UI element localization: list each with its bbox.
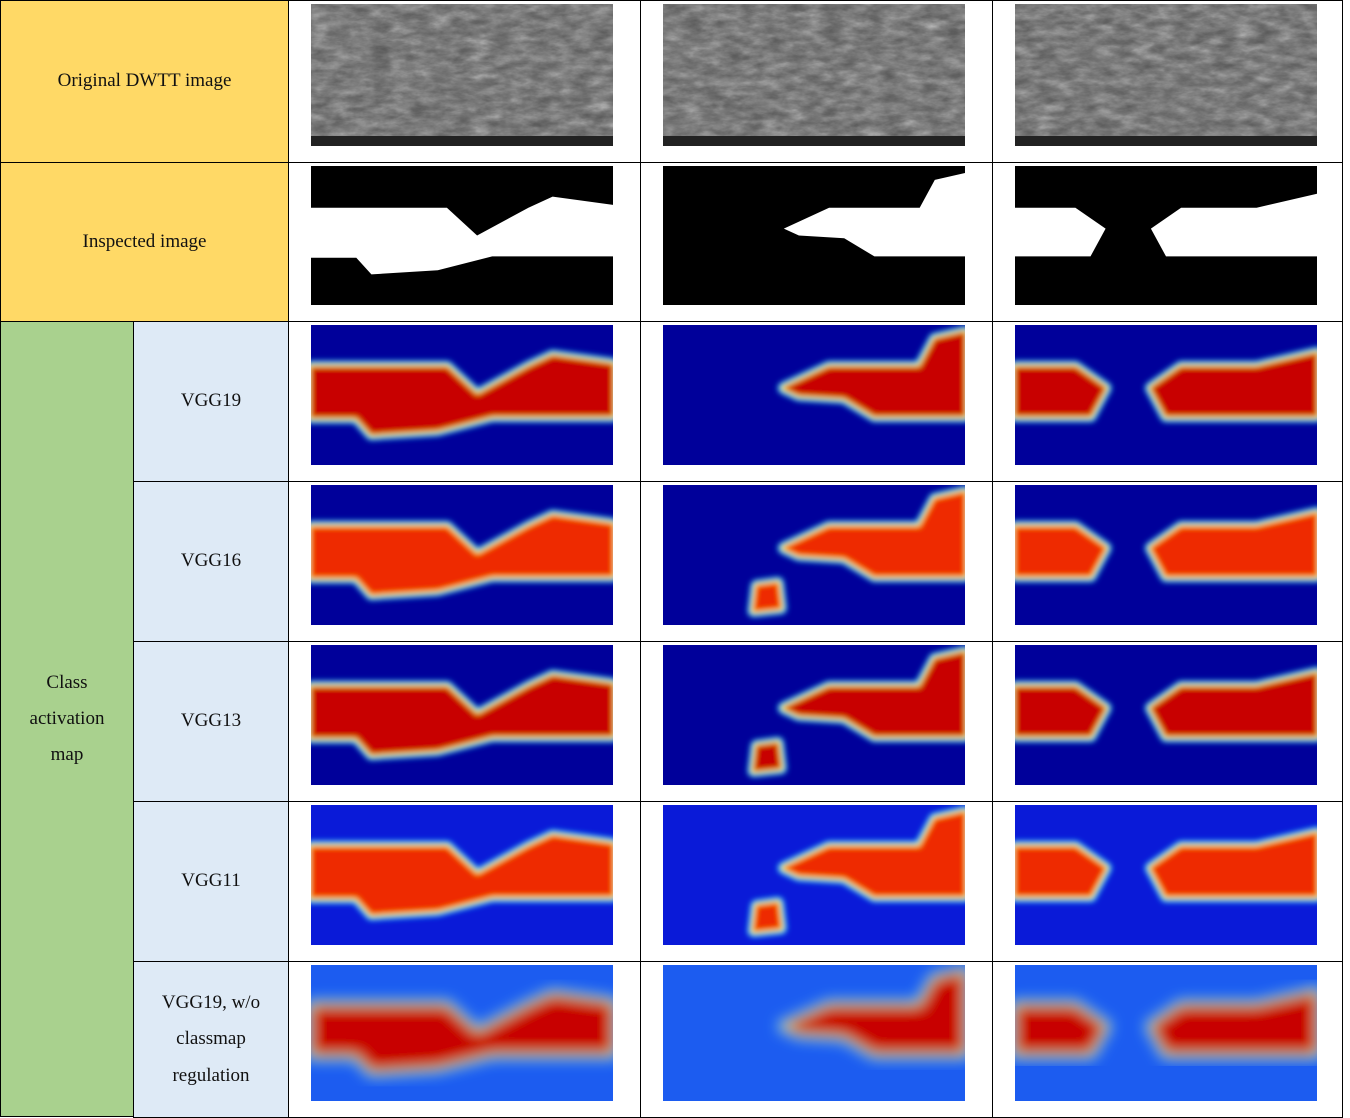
- image: [663, 4, 965, 146]
- cell-label: Original DWTT image: [58, 63, 232, 99]
- model-label: VGG11: [133, 801, 289, 962]
- image: [663, 805, 965, 945]
- model-label: VGG19: [133, 321, 289, 482]
- cell-label: VGG19, w/o classmap regulation: [155, 985, 267, 1093]
- image: [1015, 325, 1317, 465]
- image: [663, 965, 965, 1101]
- image: [311, 485, 613, 625]
- image: [311, 4, 613, 146]
- image: [1015, 166, 1317, 305]
- figure-table: Original DWTT image Inspected image Class …: [0, 0, 1350, 1117]
- image: [311, 645, 613, 785]
- model-label: VGG13: [133, 641, 289, 802]
- image: [311, 325, 613, 465]
- cell-label: Class activation map: [20, 665, 115, 773]
- model-label: VGG19, w/o classmap regulation: [133, 961, 289, 1118]
- row-header: Inspected image: [0, 162, 289, 322]
- image: [663, 166, 965, 305]
- image: [663, 645, 965, 785]
- cell-label: VGG16: [181, 543, 241, 579]
- image: [1015, 645, 1317, 785]
- cell-label: Inspected image: [83, 224, 207, 260]
- image: [1015, 965, 1317, 1101]
- cell-label: VGG19: [181, 383, 241, 419]
- image: [311, 166, 613, 305]
- row-header: Original DWTT image: [0, 0, 289, 163]
- group-header: Class activation map: [0, 321, 134, 1117]
- image: [663, 485, 965, 625]
- image: [311, 805, 613, 945]
- model-label: VGG16: [133, 481, 289, 642]
- cell-label: VGG13: [181, 703, 241, 739]
- image: [1015, 805, 1317, 945]
- image: [1015, 485, 1317, 625]
- image: [1015, 4, 1317, 146]
- image: [663, 325, 965, 465]
- cell-label: VGG11: [181, 863, 240, 899]
- image: [311, 965, 613, 1101]
